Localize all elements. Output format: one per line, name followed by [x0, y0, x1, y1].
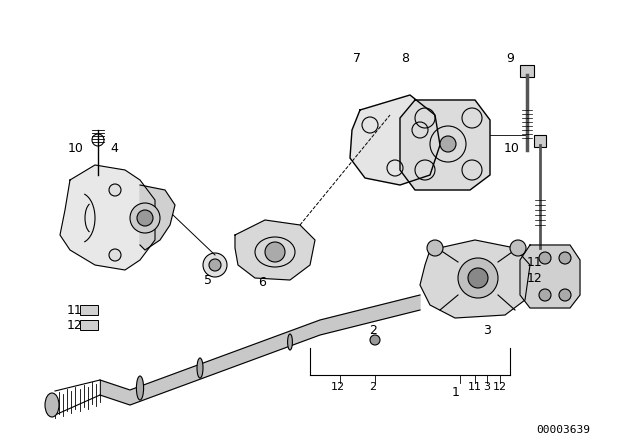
Text: 3: 3	[483, 382, 490, 392]
Circle shape	[559, 252, 571, 264]
Text: 00003639: 00003639	[536, 425, 590, 435]
Polygon shape	[140, 185, 175, 250]
Text: 1: 1	[452, 385, 460, 399]
Text: 12: 12	[493, 382, 507, 392]
Ellipse shape	[45, 393, 59, 417]
Text: 6: 6	[258, 276, 266, 289]
Circle shape	[109, 184, 121, 196]
Text: 10: 10	[68, 142, 84, 155]
Circle shape	[468, 268, 488, 288]
Text: 11: 11	[468, 382, 482, 392]
Text: 4: 4	[110, 142, 118, 155]
Text: 2: 2	[369, 382, 376, 392]
Circle shape	[203, 253, 227, 277]
Text: 12: 12	[331, 382, 345, 392]
Text: 3: 3	[483, 323, 491, 336]
Text: 5: 5	[204, 273, 212, 287]
Circle shape	[265, 242, 285, 262]
Circle shape	[510, 240, 526, 256]
Polygon shape	[100, 295, 420, 405]
Ellipse shape	[287, 334, 292, 350]
Text: 11: 11	[527, 255, 543, 268]
FancyBboxPatch shape	[534, 135, 546, 147]
Text: 7: 7	[353, 52, 361, 65]
Polygon shape	[400, 100, 490, 190]
Circle shape	[130, 203, 160, 233]
Circle shape	[440, 136, 456, 152]
Text: 9: 9	[506, 52, 514, 65]
Polygon shape	[350, 95, 440, 185]
Polygon shape	[520, 245, 580, 308]
FancyBboxPatch shape	[520, 65, 534, 77]
Polygon shape	[235, 220, 315, 280]
FancyBboxPatch shape	[80, 320, 98, 330]
Text: 2: 2	[369, 323, 377, 336]
Circle shape	[458, 258, 498, 298]
Circle shape	[559, 289, 571, 301]
FancyBboxPatch shape	[548, 258, 564, 268]
Circle shape	[539, 289, 551, 301]
Ellipse shape	[197, 358, 203, 378]
Ellipse shape	[136, 376, 143, 400]
FancyBboxPatch shape	[548, 272, 564, 282]
Text: 12: 12	[67, 319, 82, 332]
Polygon shape	[60, 165, 155, 270]
Circle shape	[109, 249, 121, 261]
Text: 10: 10	[504, 142, 520, 155]
Circle shape	[137, 210, 153, 226]
Polygon shape	[420, 240, 530, 318]
Circle shape	[370, 335, 380, 345]
FancyBboxPatch shape	[80, 305, 98, 315]
Text: 11: 11	[67, 303, 82, 316]
Circle shape	[427, 240, 443, 256]
Circle shape	[209, 259, 221, 271]
Text: 12: 12	[527, 271, 543, 284]
Circle shape	[539, 252, 551, 264]
Text: 8: 8	[401, 52, 409, 65]
